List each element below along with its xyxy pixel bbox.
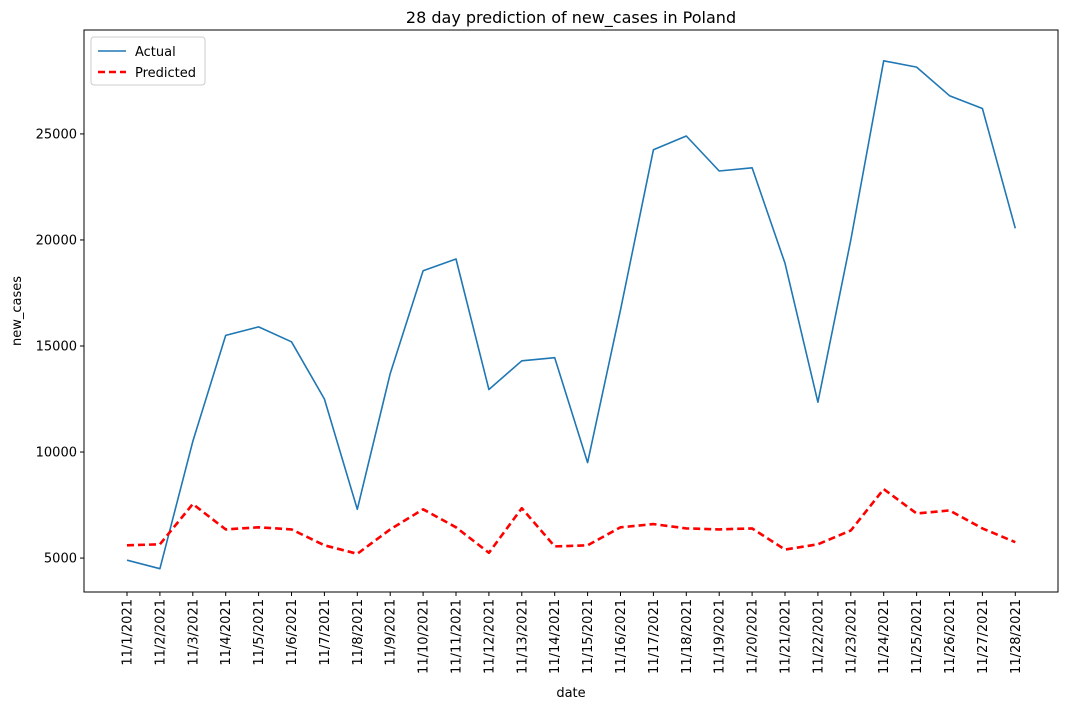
y-axis-label: new_cases	[10, 276, 25, 346]
x-tick-label: 11/22/2021	[811, 599, 826, 674]
x-tick-label: 11/13/2021	[515, 599, 530, 674]
x-tick-label: 11/14/2021	[548, 599, 563, 674]
y-tick-label: 15000	[36, 339, 77, 354]
x-axis-label: date	[556, 686, 585, 701]
y-tick-label: 20000	[36, 233, 77, 248]
x-tick-label: 11/15/2021	[581, 599, 596, 674]
x-tick-label: 11/6/2021	[285, 599, 300, 666]
x-tick-label: 11/3/2021	[186, 599, 201, 666]
chart-title: 28 day prediction of new_cases in Poland	[406, 8, 736, 28]
legend-box	[90, 36, 206, 86]
x-tick-label: 11/28/2021	[1009, 599, 1024, 674]
x-tick-label: 11/2/2021	[153, 599, 168, 666]
x-tick-label: 11/4/2021	[219, 599, 234, 666]
x-tick-label: 11/5/2021	[252, 599, 267, 666]
x-tick-label: 11/16/2021	[614, 599, 629, 674]
x-tick-label: 11/12/2021	[482, 599, 497, 674]
x-tick-label: 11/8/2021	[351, 599, 366, 666]
plot-area	[83, 29, 1059, 593]
series-line-predicted	[126, 487, 1016, 556]
x-tick-label: 11/23/2021	[844, 599, 859, 674]
y-tick-label: 25000	[36, 127, 77, 142]
legend-label-predicted: Predicted	[135, 66, 196, 81]
x-tick-label: 11/17/2021	[647, 599, 662, 674]
series-line-actual	[126, 59, 1017, 570]
x-tick-label: 11/7/2021	[318, 599, 333, 666]
x-tick-label: 11/19/2021	[713, 599, 728, 674]
x-tick-label: 11/21/2021	[779, 599, 794, 674]
x-tick-label: 11/9/2021	[384, 599, 399, 666]
x-tick-label: 11/27/2021	[976, 599, 991, 674]
legend-label-actual: Actual	[135, 45, 176, 60]
legend: Actual Predicted	[90, 36, 206, 86]
x-tick-label: 11/25/2021	[910, 599, 925, 674]
x-tick-label: 11/1/2021	[121, 599, 136, 666]
y-tick-label: 5000	[44, 552, 77, 567]
y-axis: 5000 10000 15000 20000 25000	[36, 127, 84, 567]
x-tick-label: 11/10/2021	[417, 599, 432, 674]
x-tick-label: 11/18/2021	[680, 599, 695, 674]
series-layer	[126, 59, 1017, 570]
x-tick-label: 11/26/2021	[943, 599, 958, 674]
x-tick-label: 11/24/2021	[877, 599, 892, 674]
x-axis: 11/1/2021 11/2/2021 11/3/2021 11/4/2021 11/5…	[121, 592, 1024, 674]
x-tick-label: 11/20/2021	[746, 599, 761, 674]
x-tick-label: 11/11/2021	[450, 599, 465, 674]
y-tick-label: 10000	[36, 446, 77, 461]
